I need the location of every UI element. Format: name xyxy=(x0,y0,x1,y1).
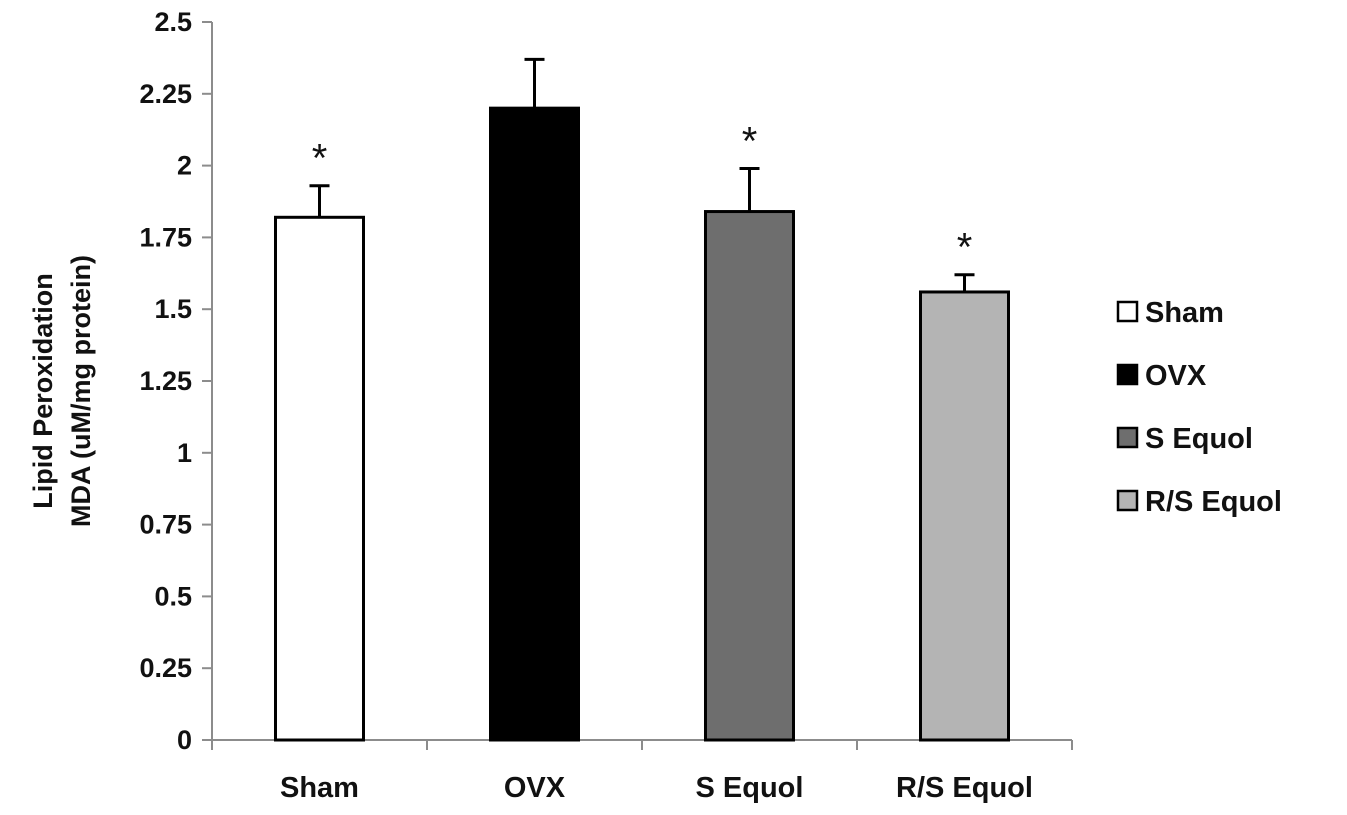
y-tick-label: 1.5 xyxy=(154,294,192,324)
y-tick-label: 0.75 xyxy=(139,510,192,540)
legend-swatch xyxy=(1118,428,1137,447)
legend-swatch xyxy=(1118,491,1137,510)
x-tick-label: Sham xyxy=(280,772,359,804)
legend-label: Sham xyxy=(1145,297,1224,329)
y-tick-label: 1.75 xyxy=(139,222,192,252)
significance-mark: * xyxy=(957,226,973,270)
x-tick-label: R/S Equol xyxy=(896,772,1033,804)
y-axis-title: MDA (uM/mg protein) xyxy=(66,255,96,527)
y-tick-label: 2.5 xyxy=(154,7,192,37)
legend-label: R/S Equol xyxy=(1145,486,1282,518)
significance-mark: * xyxy=(742,119,758,163)
bar-s-equol xyxy=(706,212,794,740)
y-tick-label: 1 xyxy=(177,438,192,468)
bar-sham xyxy=(276,217,364,740)
y-tick-label: 0 xyxy=(177,725,192,755)
bar-ovx xyxy=(491,108,579,740)
x-tick-label: S Equol xyxy=(696,772,804,804)
y-tick-label: 2 xyxy=(177,151,192,181)
y-tick-label: 0.25 xyxy=(139,653,192,683)
y-tick-label: 0.5 xyxy=(154,581,192,611)
bar-r-s-equol xyxy=(921,292,1009,740)
y-tick-label: 2.25 xyxy=(139,79,192,109)
x-tick-label: OVX xyxy=(504,772,566,804)
significance-mark: * xyxy=(312,137,328,181)
y-tick-label: 1.25 xyxy=(139,366,192,396)
y-axis-title: Lipid Peroxidation xyxy=(28,273,58,509)
legend-label: OVX xyxy=(1145,360,1207,392)
legend-swatch xyxy=(1118,365,1137,384)
legend-label: S Equol xyxy=(1145,423,1253,455)
legend-swatch xyxy=(1118,302,1137,321)
